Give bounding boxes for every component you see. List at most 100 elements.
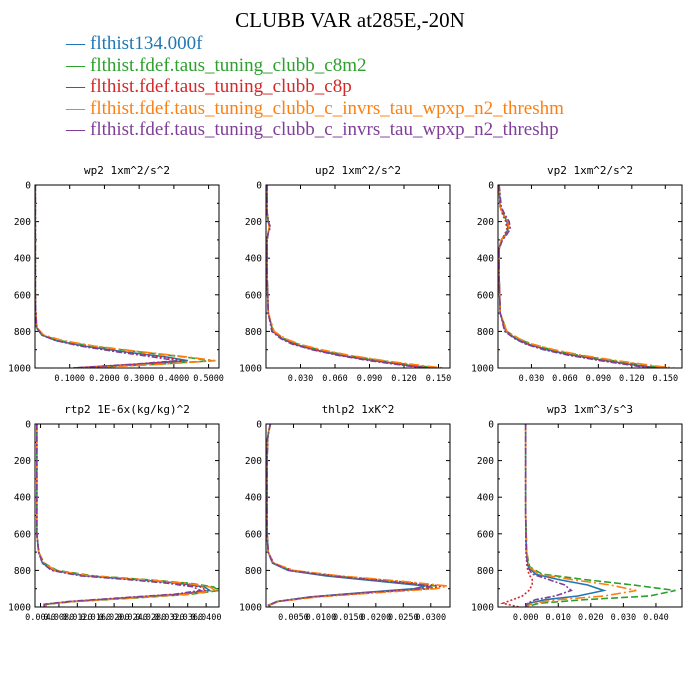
x-tick-label: 0.0200 — [360, 613, 391, 623]
chart-title: rtp2 1E-6x(kg/kg)^2 — [64, 403, 190, 416]
legend-swatch: — — [66, 97, 85, 119]
x-tick-label: 0.120 — [391, 374, 417, 384]
y-tick-label: 800 — [477, 566, 494, 577]
y-tick-label: 200 — [477, 217, 494, 228]
y-tick-label: 200 — [245, 456, 262, 467]
x-tick-label: 0.0250 — [388, 613, 419, 623]
x-tick-label: 0.0300 — [415, 613, 446, 623]
legend-label: flthist.fdef.taus_tuning_clubb_c8p — [90, 76, 352, 97]
chart-title: vp2 1xm^2/s^2 — [547, 164, 633, 177]
x-tick-label: 0.1000 — [54, 374, 85, 384]
legend-label: flthist134.000f — [90, 33, 203, 54]
x-tick-label: 0.0080 — [44, 613, 75, 623]
y-tick-label: 600 — [14, 529, 31, 540]
series-line — [266, 424, 442, 607]
series-line — [266, 185, 431, 368]
series-group — [498, 185, 675, 368]
y-tick-label: 200 — [14, 456, 31, 467]
x-tick-label: 0.010 — [545, 613, 571, 623]
y-tick-label: 600 — [245, 290, 262, 301]
legend-item: — flthist.fdef.taus_tuning_clubb_c_invrs_… — [66, 119, 564, 141]
series-line — [35, 185, 216, 368]
y-tick-label: 400 — [477, 493, 494, 504]
chart-panel: wp3 1xm^3/s^3 0 200 400 600 800 1000 0.000 0.010… — [471, 403, 683, 623]
x-tick-label: 0.060 — [322, 374, 348, 384]
y-tick-label: 400 — [14, 254, 31, 265]
series-line — [498, 185, 675, 368]
y-tick-label: 1000 — [471, 364, 494, 375]
series-line — [35, 424, 204, 607]
y-tick-label: 1000 — [471, 603, 494, 614]
y-tick-label: 400 — [245, 254, 262, 265]
x-tick-label: 0.020 — [578, 613, 604, 623]
series-line — [266, 424, 426, 607]
y-tick-label: 0 — [256, 181, 262, 192]
x-tick-label: 0.0200 — [99, 613, 130, 623]
chart-title: up2 1xm^2/s^2 — [315, 164, 401, 177]
x-tick-label: 0.0400 — [191, 613, 222, 623]
legend-swatch: — — [66, 33, 85, 54]
series-line — [266, 185, 428, 368]
y-tick-label: 400 — [14, 493, 31, 504]
chart-panel: vp2 1xm^2/s^2 0 200 400 600 800 1000 0.030 0.060… — [471, 164, 683, 384]
y-tick-label: 1000 — [8, 603, 31, 614]
legend-label: flthist.fdef.taus_tuning_clubb_c_invrs_t… — [90, 119, 559, 140]
y-tick-label: 0 — [488, 181, 494, 192]
y-tick-label: 600 — [245, 529, 262, 540]
x-tick-label: 0.0100 — [306, 613, 337, 623]
series-group — [35, 185, 216, 368]
x-tick-label: 0.0040 — [25, 613, 56, 623]
series-line — [266, 185, 445, 368]
legend-item: — flthist.fdef.taus_tuning_clubb_c8p — [66, 76, 564, 98]
x-tick-label: 0.0050 — [278, 613, 309, 623]
plot-frame — [497, 184, 683, 369]
y-tick-label: 800 — [245, 566, 262, 577]
x-tick-label: 0.3000 — [124, 374, 155, 384]
series-line — [498, 185, 655, 368]
y-tick-label: 600 — [477, 529, 494, 540]
y-tick-label: 0 — [25, 420, 31, 431]
legend-swatch: — — [66, 54, 85, 76]
x-tick-label: 0.040 — [643, 613, 669, 623]
plot-frame — [265, 423, 451, 608]
x-tick-label: 0.0280 — [136, 613, 167, 623]
x-tick-label: 0.090 — [357, 374, 383, 384]
legend-item: — flthist134.000f — [66, 33, 564, 55]
series-group — [266, 185, 445, 368]
x-tick-label: 0.120 — [619, 374, 645, 384]
x-tick-label: 0.0360 — [172, 613, 203, 623]
series-line — [35, 424, 213, 607]
series-group — [266, 424, 448, 607]
series-line — [498, 185, 668, 368]
x-tick-label: 0.0120 — [62, 613, 93, 623]
y-tick-label: 200 — [245, 217, 262, 228]
y-tick-label: 800 — [14, 566, 31, 577]
plot-frame — [34, 184, 220, 369]
legend-label: flthist.fdef.taus_tuning_clubb_c_invrs_t… — [90, 97, 564, 119]
chart-panel: rtp2 1E-6x(kg/kg)^2020040060080010000.00… — [8, 403, 221, 623]
legend-swatch: — — [66, 76, 85, 97]
y-tick-label: 800 — [477, 327, 494, 338]
y-tick-label: 600 — [477, 290, 494, 301]
series-line — [524, 424, 573, 607]
chart-panel: up2 1xm^2/s^2 0 200 400 600 800 1000 0.030 0.060… — [239, 164, 451, 384]
y-tick-label: 600 — [14, 290, 31, 301]
series-line — [35, 185, 213, 368]
y-tick-label: 400 — [477, 254, 494, 265]
chart-title: thlp2 1xK^2 — [322, 403, 395, 416]
legend-item: — flthist.fdef.taus_tuning_clubb_c8m2 — [66, 55, 564, 77]
page-title: CLUBB VAR at285E,-20N — [235, 8, 465, 32]
y-tick-label: 0 — [256, 420, 262, 431]
x-tick-label: 0.2000 — [89, 374, 120, 384]
y-tick-label: 200 — [477, 456, 494, 467]
y-tick-label: 0 — [25, 181, 31, 192]
x-tick-label: 0.0160 — [80, 613, 111, 623]
plot-frame — [265, 184, 451, 369]
series-line — [524, 424, 607, 607]
chart-panel: wp2 1xm^2/s^2 0 200 400 600 800 1000 0.1000 0.20… — [8, 164, 224, 384]
y-tick-label: 800 — [14, 327, 31, 338]
y-tick-label: 400 — [245, 493, 262, 504]
x-tick-label: 0.060 — [552, 374, 578, 384]
x-tick-label: 0.0320 — [154, 613, 185, 623]
